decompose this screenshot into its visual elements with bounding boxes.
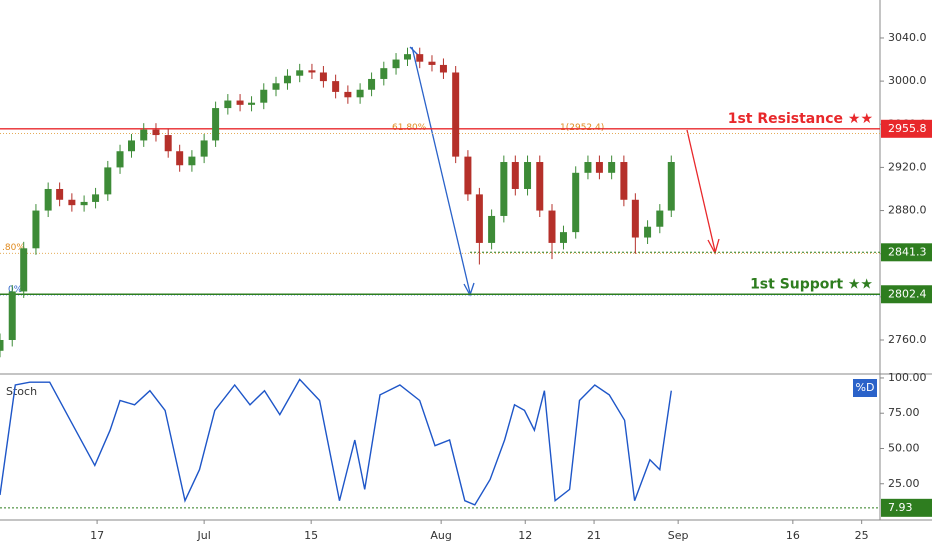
candle-body [319, 72, 327, 82]
candle-body [488, 215, 496, 243]
fib-label: 1(2952.4) [560, 123, 604, 133]
arrow-head [707, 238, 720, 255]
candle-body [404, 54, 412, 60]
candle-body [44, 188, 52, 211]
candle-body [308, 70, 316, 73]
fib-label: 0% [8, 285, 23, 295]
x-tick-label: 25 [855, 529, 869, 542]
trend-arrow [411, 46, 471, 294]
candle-body [667, 162, 675, 211]
x-tick-label: 17 [90, 529, 104, 542]
candle-body [283, 75, 291, 84]
candle-body [356, 89, 364, 98]
y-tick-label: 2880.0 [888, 204, 927, 217]
candle-body [524, 162, 532, 189]
candle-body [548, 210, 556, 243]
candle-body [164, 135, 172, 152]
candle-body [428, 61, 436, 65]
candle-body [188, 156, 196, 166]
arrow-head [463, 282, 475, 297]
legend-box [853, 379, 877, 397]
y-tick-label: 3000.0 [888, 74, 927, 87]
y-tick-label: 75.00 [888, 406, 920, 419]
x-tick-label: Aug [430, 529, 451, 542]
candle-body [260, 89, 268, 103]
candle-body [128, 140, 136, 152]
fib-label: 61.80% [392, 123, 427, 133]
candle-body [608, 162, 616, 173]
candle-body [380, 68, 388, 79]
x-tick-label: 15 [304, 529, 318, 542]
price-tag-label: 2841.3 [888, 245, 927, 258]
candle-body [511, 162, 519, 189]
candle-body [8, 291, 16, 340]
candle-body [584, 162, 592, 173]
candle-body [595, 162, 603, 173]
candle-body [176, 151, 184, 166]
candle-body [332, 81, 340, 92]
y-tick-label: 50.00 [888, 441, 920, 454]
candle-body [32, 210, 40, 249]
candle-body [656, 210, 664, 227]
candle-body [80, 201, 88, 206]
candle-body [296, 70, 304, 76]
candle-body [344, 91, 352, 98]
price-tag [881, 119, 932, 138]
candle-body [0, 339, 4, 351]
candle-body [68, 199, 76, 206]
candle-body [572, 172, 580, 233]
x-tick-label: Jul [196, 529, 210, 542]
candle-body [272, 83, 280, 90]
y-tick-label: 3040.0 [888, 31, 927, 44]
candle-body [224, 100, 232, 109]
candle-body [152, 129, 160, 136]
candle-body [644, 226, 652, 238]
stoch-line [0, 378, 672, 506]
candle-body [56, 188, 64, 200]
y-tick-label: 100.00 [888, 371, 927, 384]
candle-body [248, 102, 256, 105]
indicator-name: Stoch [6, 385, 37, 398]
candle-body [452, 72, 460, 157]
candle-body [559, 232, 567, 243]
projection-arrow [686, 129, 716, 252]
price-tag [881, 285, 932, 304]
candle-body [104, 167, 112, 195]
level-tag-label: 7.93 [888, 501, 913, 514]
y-tick-label: 2920.0 [888, 160, 927, 173]
candle-body [392, 59, 400, 69]
candle-body [500, 162, 508, 216]
x-tick-label: Sep [668, 529, 689, 542]
candle-body [475, 194, 483, 243]
candle-body [416, 54, 424, 62]
candle-body [439, 64, 447, 73]
candle-body [631, 199, 639, 238]
arrow-tail [409, 46, 419, 56]
x-tick-label: 12 [518, 529, 532, 542]
candle-body [140, 129, 148, 141]
fib-label: .80% [2, 243, 25, 253]
price-tag [881, 243, 932, 262]
x-tick-label: 21 [587, 529, 601, 542]
price-tag-label: 2802.4 [888, 287, 927, 300]
level-label: 1st Resistance ★★ [728, 111, 873, 127]
candle-body [20, 248, 28, 292]
price-tag-label: 2955.8 [888, 122, 927, 135]
candle-body [212, 108, 220, 141]
level-tag [881, 498, 932, 517]
candle-body [116, 151, 124, 168]
candle-body [620, 162, 628, 200]
candle-body [368, 78, 376, 90]
candle-body [464, 156, 472, 195]
x-tick-label: 16 [786, 529, 800, 542]
candle-body [536, 162, 544, 211]
level-label: 1st Support ★★ [750, 276, 873, 292]
y-tick-label: 2760.0 [888, 333, 927, 346]
candle-body [236, 100, 244, 105]
candle-body [92, 194, 100, 202]
y-tick-label: 25.00 [888, 477, 920, 490]
candle-body [200, 140, 208, 157]
legend-label: %D [856, 381, 875, 394]
